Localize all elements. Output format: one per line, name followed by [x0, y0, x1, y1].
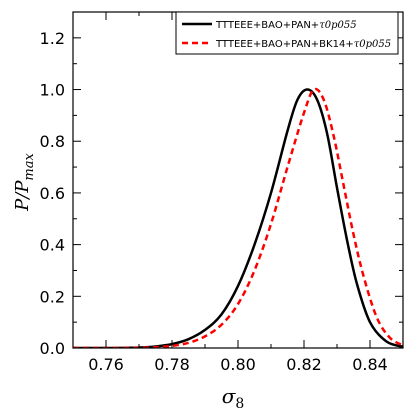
y-tick-label-0: 0.0 — [40, 339, 65, 358]
plot-frame — [72, 11, 404, 349]
y-tick-label-1: 0.2 — [40, 287, 65, 306]
y-tick-label-3: 0.6 — [40, 184, 65, 203]
x-tick-label-0: 0.76 — [88, 355, 124, 374]
series-line-1 — [73, 87, 403, 348]
x-tick-label-4: 0.84 — [352, 355, 388, 374]
x-tick-label-1: 0.78 — [154, 355, 190, 374]
y-axis-title: P/Pmax — [12, 152, 37, 211]
x-tick-label-2: 0.80 — [220, 355, 256, 374]
plot-area — [73, 87, 403, 348]
y-tick-label-4: 0.8 — [40, 132, 65, 151]
y-tick-label-2: 0.4 — [40, 236, 65, 255]
y-tick-label-5: 1.0 — [40, 81, 65, 100]
x-tick-label-3: 0.82 — [286, 355, 322, 374]
legend-label-0: TTTEEE+BAO+PAN+τ0p055 — [215, 20, 357, 31]
axes: 0.76 0.78 0.80 0.82 0.84 0.0 0.2 0.4 0.6 0.8 1.0 1.… — [40, 11, 404, 374]
x-axis-title: σ8 — [222, 384, 245, 412]
series-line-0 — [73, 88, 403, 348]
legend-label-1: TTTEEE+BAO+PAN+BK14+τ0p055 — [215, 39, 391, 50]
legend-box — [175, 11, 399, 55]
y-tick-label-6: 1.2 — [40, 29, 65, 48]
legend: TTTEEE+BAO+PAN+τ0p055 TTTEEE+BAO+PAN+BK1… — [175, 11, 399, 55]
